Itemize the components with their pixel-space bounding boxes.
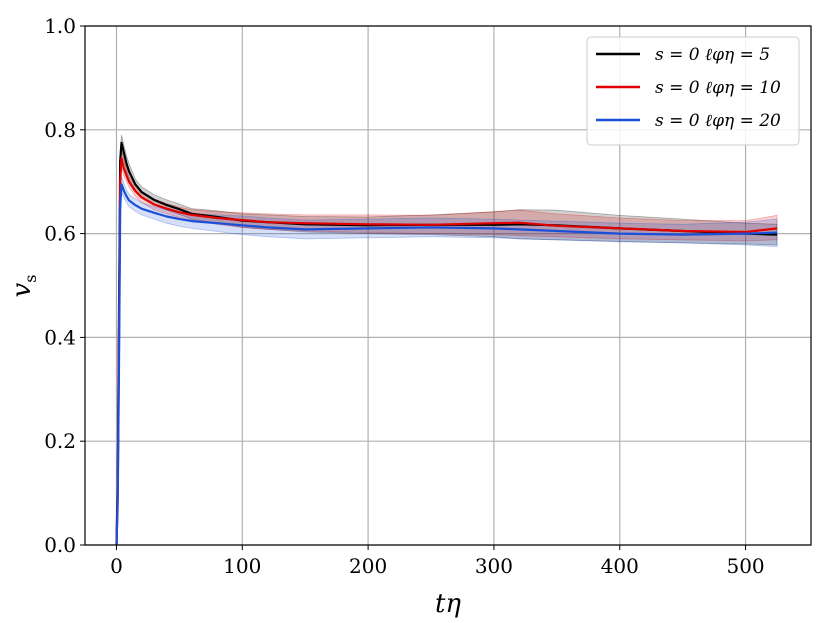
y-tick-label: 0.8 xyxy=(44,118,76,142)
legend-label-1: s = 0 ℓφη = 5 xyxy=(655,45,770,65)
x-tick-label: 500 xyxy=(726,554,764,578)
legend-label-2: s = 0 ℓφη = 10 xyxy=(655,78,781,98)
x-axis-label: tη xyxy=(435,589,461,619)
svg-text:vs: vs xyxy=(7,275,40,298)
y-tick-label: 0.4 xyxy=(44,325,76,349)
legend: s = 0 ℓφη = 5 s = 0 ℓφη = 10 s = 0 ℓφη = 2… xyxy=(586,36,800,146)
y-axis-label-group: vs xyxy=(7,275,40,298)
y-axis-label: v xyxy=(7,282,37,297)
y-ticks: 0.0 0.2 0.4 0.6 0.8 1.0 xyxy=(44,14,85,557)
legend-box xyxy=(586,36,800,146)
x-tick-label: 100 xyxy=(223,554,261,578)
y-tick-label: 0.6 xyxy=(44,222,76,246)
confidence-bands xyxy=(116,134,778,546)
x-tick-label: 400 xyxy=(601,554,639,578)
series-band-1 xyxy=(116,134,778,546)
x-tick-label: 200 xyxy=(349,554,387,578)
y-tick-label: 0.0 xyxy=(44,533,76,557)
y-tick-label: 0.2 xyxy=(44,429,76,453)
series-line-2 xyxy=(115,157,778,546)
legend-label-3: s = 0 ℓφη = 20 xyxy=(655,111,781,131)
series-line-1 xyxy=(115,141,778,546)
x-tick-label: 300 xyxy=(475,554,513,578)
plot-frame xyxy=(84,25,812,546)
series-lines xyxy=(115,141,778,546)
series-line-3 xyxy=(115,183,778,546)
x-ticks: 0 100 200 300 400 500 xyxy=(110,545,765,578)
x-tick-label: 0 xyxy=(110,554,123,578)
y-axis-label-subscript: s xyxy=(21,275,40,283)
series-band-2 xyxy=(116,150,778,546)
y-tick-label: 1.0 xyxy=(44,14,76,38)
